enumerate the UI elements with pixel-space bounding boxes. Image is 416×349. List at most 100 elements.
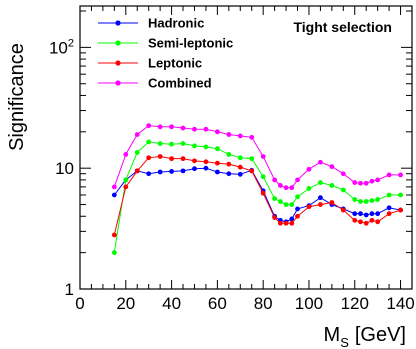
- data-point-leptonic: [203, 159, 209, 165]
- data-point-combined: [237, 133, 243, 139]
- data-point-combined: [363, 180, 369, 186]
- data-point-hadronic: [289, 216, 295, 222]
- data-point-leptonic: [192, 158, 197, 164]
- data-point-semi-leptonic: [214, 146, 220, 152]
- data-point-combined: [111, 184, 117, 190]
- data-point-combined: [192, 126, 197, 132]
- legend-marker-hadronic: [115, 20, 121, 26]
- data-point-semi-leptonic: [203, 144, 209, 150]
- data-point-semi-leptonic: [289, 202, 295, 207]
- data-point-leptonic: [295, 213, 300, 219]
- data-point-semi-leptonic: [237, 155, 243, 161]
- series-line-semi-leptonic: [113, 141, 401, 253]
- x-tick-label: 20: [116, 294, 135, 313]
- data-point-semi-leptonic: [169, 141, 174, 147]
- data-point-leptonic: [329, 200, 335, 205]
- data-point-hadronic: [214, 169, 220, 175]
- data-point-hadronic: [226, 171, 232, 177]
- data-point-semi-leptonic: [295, 194, 300, 200]
- data-point-hadronic: [352, 211, 358, 217]
- data-point-semi-leptonic: [111, 250, 117, 256]
- data-point-leptonic: [134, 168, 140, 174]
- data-point-leptonic: [277, 220, 283, 226]
- data-point-semi-leptonic: [134, 150, 140, 155]
- data-point-combined: [277, 183, 283, 188]
- data-point-combined: [352, 180, 358, 185]
- data-point-semi-leptonic: [272, 196, 278, 202]
- data-point-leptonic: [352, 217, 358, 223]
- x-tick-label: 60: [208, 294, 227, 313]
- data-point-combined: [340, 171, 346, 177]
- data-point-leptonic: [318, 202, 323, 207]
- x-axis-label-main: M: [324, 324, 341, 346]
- data-point-combined: [295, 177, 300, 183]
- x-axis-label-sub: S: [340, 335, 349, 349]
- data-point-leptonic: [306, 204, 312, 210]
- y-tick-label: 102: [49, 37, 74, 57]
- x-axis-label: MS [GeV]: [324, 324, 406, 349]
- data-point-combined: [318, 159, 323, 165]
- data-point-leptonic: [375, 219, 381, 225]
- x-tick-label: 0: [75, 294, 84, 313]
- data-point-hadronic: [369, 211, 375, 217]
- data-point-semi-leptonic: [340, 187, 346, 193]
- data-point-hadronic: [237, 171, 243, 177]
- data-point-combined: [169, 124, 174, 130]
- y-axis-label: Significance: [6, 43, 28, 151]
- data-point-leptonic: [111, 232, 117, 238]
- data-point-semi-leptonic: [306, 186, 312, 191]
- data-point-hadronic: [157, 169, 163, 175]
- data-point-semi-leptonic: [386, 192, 392, 198]
- data-point-leptonic: [260, 190, 266, 196]
- data-point-semi-leptonic: [398, 192, 403, 198]
- data-point-combined: [369, 178, 375, 184]
- x-tick-label: 100: [295, 294, 323, 313]
- selection-annotation: Tight selection: [293, 19, 392, 35]
- data-point-leptonic: [283, 220, 289, 226]
- data-point-leptonic: [157, 154, 163, 159]
- data-point-semi-leptonic: [249, 156, 255, 162]
- data-point-combined: [249, 134, 255, 140]
- legend-marker-semi-leptonic: [115, 40, 121, 46]
- x-tick-label: 120: [341, 294, 369, 313]
- data-point-combined: [123, 152, 129, 157]
- data-point-combined: [398, 172, 403, 178]
- y-tick-label: 1: [65, 280, 74, 299]
- data-point-leptonic: [237, 164, 243, 170]
- data-point-leptonic: [340, 207, 346, 213]
- data-point-semi-leptonic: [329, 183, 335, 188]
- data-point-leptonic: [363, 220, 369, 226]
- data-point-hadronic: [358, 211, 363, 217]
- data-point-combined: [214, 129, 220, 135]
- data-point-hadronic: [180, 168, 186, 174]
- data-point-hadronic: [386, 205, 392, 211]
- data-point-semi-leptonic: [180, 141, 186, 146]
- data-point-semi-leptonic: [375, 197, 381, 202]
- x-tick-label: 80: [254, 294, 273, 313]
- data-point-combined: [306, 166, 312, 172]
- data-point-semi-leptonic: [123, 177, 129, 183]
- data-point-hadronic: [146, 171, 152, 177]
- data-point-leptonic: [146, 155, 152, 161]
- data-point-hadronic: [203, 165, 209, 171]
- data-point-leptonic: [386, 211, 392, 217]
- data-point-hadronic: [363, 212, 369, 218]
- data-point-combined: [329, 164, 335, 170]
- legend-label-semi-leptonic: Semi-leptonic: [148, 36, 233, 51]
- data-point-semi-leptonic: [226, 152, 232, 157]
- data-point-leptonic: [398, 207, 403, 213]
- data-point-leptonic: [214, 160, 220, 166]
- legend-marker-leptonic: [115, 60, 121, 66]
- data-point-semi-leptonic: [369, 198, 375, 203]
- data-point-semi-leptonic: [157, 141, 163, 146]
- data-point-leptonic: [180, 156, 186, 162]
- data-point-leptonic: [249, 168, 255, 174]
- legend-label-leptonic: Leptonic: [148, 56, 202, 71]
- data-point-combined: [283, 185, 289, 191]
- data-point-semi-leptonic: [318, 180, 323, 185]
- data-point-semi-leptonic: [358, 199, 363, 204]
- data-point-semi-leptonic: [146, 139, 152, 145]
- data-point-leptonic: [369, 217, 375, 223]
- legend-marker-combined: [115, 80, 121, 86]
- plot-frame: [79, 5, 413, 290]
